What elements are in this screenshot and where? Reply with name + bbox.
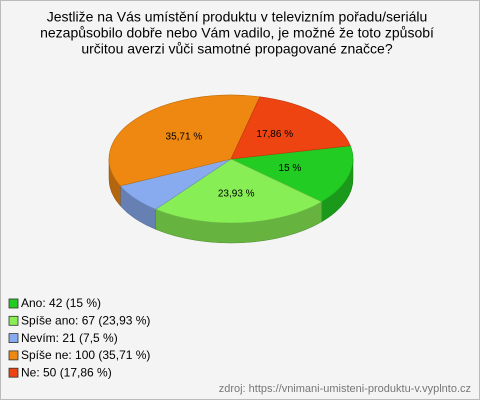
slice xyxy=(229,145,354,203)
chart-title: nezapůsobilo dobře nebo Vám vadilo, je m… xyxy=(40,25,434,41)
legend-label: Ano: 42 (15 %) xyxy=(21,296,101,310)
legend-label: Spíše ne: 100 (35,71 %) xyxy=(21,348,150,362)
slice xyxy=(230,96,351,160)
chart-title: Jestliže na Vás umístění produktu v tele… xyxy=(47,9,428,25)
legend-swatch xyxy=(8,333,19,344)
slice xyxy=(155,158,323,224)
legend-swatch xyxy=(8,367,19,378)
data-label: 15 % xyxy=(279,163,302,174)
data-label: 17,86 % xyxy=(256,129,293,140)
data-label: 23,93 % xyxy=(218,189,255,200)
slice xyxy=(108,94,261,187)
chart-title: určitou averzi vůči samotné propagované … xyxy=(81,41,393,57)
legend-swatch xyxy=(8,298,19,309)
legend-swatch xyxy=(8,350,19,361)
legend-label: Spíše ano: 67 (23,93 %) xyxy=(21,313,150,327)
legend-swatch xyxy=(8,315,19,326)
data-label: 35,71 % xyxy=(166,131,203,142)
source-note: zdroj: https://vnimani-umisteni-produktu… xyxy=(219,383,471,395)
legend-label: Nevím: 21 (7,5 %) xyxy=(21,331,118,345)
legend-label: Ne: 50 (17,86 %) xyxy=(21,365,112,379)
